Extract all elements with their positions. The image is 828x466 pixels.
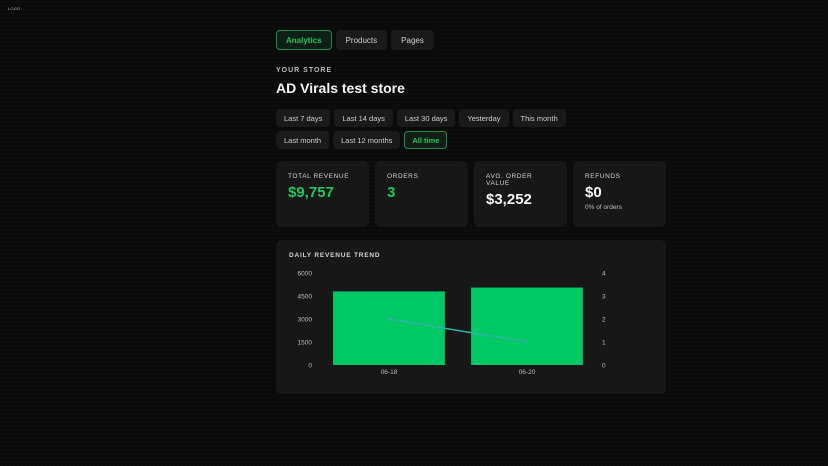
- stat-value: $9,757: [288, 184, 334, 201]
- stat-label: TOTAL REVENUE: [288, 173, 350, 180]
- orders-point: [387, 317, 391, 321]
- y-axis-left-tick: 3000: [298, 317, 313, 324]
- chart-title: DAILY REVENUE TREND: [289, 252, 381, 259]
- stat-value: $3,252: [486, 191, 532, 208]
- y-axis-right-tick: 2: [602, 317, 606, 324]
- range-last-30-days[interactable]: Last 30 days: [396, 109, 456, 127]
- stat-subtext: 0% of orders: [585, 204, 622, 211]
- orders-line: [388, 318, 528, 343]
- y-axis-right-tick: 1: [602, 340, 606, 347]
- y-axis-left-tick: 1500: [298, 340, 313, 347]
- range-last-7-days[interactable]: Last 7 days: [276, 109, 331, 127]
- y-axis-right-tick: 0: [602, 363, 606, 370]
- y-axis-right-tick: 4: [602, 271, 606, 278]
- page-title: AD Virals test store: [276, 80, 405, 96]
- stats-row: TOTAL REVENUE $9,757 ORDERS 3 AVG. ORDER…: [276, 161, 666, 227]
- stat-card-orders: ORDERS 3: [375, 161, 468, 227]
- tab-products[interactable]: Products: [335, 30, 388, 50]
- stat-label: AVG. ORDER VALUE: [486, 173, 533, 187]
- x-axis-tick: 06-20: [519, 369, 536, 376]
- y-axis-left-tick: 6000: [298, 271, 313, 278]
- stat-label: ORDERS: [387, 173, 419, 180]
- revenue-chart-card: DAILY REVENUE TREND 6000 4500 3000 1500 0 4 3 2…: [276, 240, 666, 394]
- orders-point: [525, 340, 529, 344]
- revenue-bar: [333, 291, 445, 365]
- tab-pages[interactable]: Pages: [391, 30, 434, 50]
- range-this-month[interactable]: This month: [512, 109, 566, 127]
- range-yesterday[interactable]: Yesterday: [459, 109, 509, 127]
- revenue-chart: 6000 4500 3000 1500 0 4 3 2 1 0 06-18 06-20: [298, 271, 606, 377]
- y-axis-left-tick: 0: [308, 363, 312, 370]
- main-content: Analytics Products Pages YOUR STORE AD V…: [276, 30, 666, 394]
- range-last-month[interactable]: Last month: [276, 131, 330, 149]
- stat-value: $0: [585, 184, 602, 201]
- stat-value: 3: [387, 184, 396, 201]
- y-axis-left-tick: 4500: [298, 294, 313, 301]
- store-eyebrow: YOUR STORE: [276, 67, 333, 74]
- x-axis-tick: 06-18: [381, 369, 398, 376]
- stat-card-revenue: TOTAL REVENUE $9,757: [276, 161, 369, 227]
- revenue-bar: [471, 287, 583, 365]
- stat-label: REFUNDS: [585, 173, 621, 180]
- range-all-time[interactable]: All time: [404, 131, 448, 149]
- date-range-selector: Last 7 days Last 14 days Last 30 days Ye…: [276, 109, 616, 149]
- range-last-12-months[interactable]: Last 12 months: [333, 131, 401, 149]
- y-axis-right-tick: 3: [602, 294, 606, 301]
- stat-card-aov: AVG. ORDER VALUE $3,252: [474, 161, 567, 227]
- corner-logo: LOGO: [8, 6, 21, 11]
- range-last-14-days[interactable]: Last 14 days: [334, 109, 393, 127]
- stat-card-refunds: REFUNDS $0 0% of orders: [573, 161, 666, 227]
- tab-bar: Analytics Products Pages: [276, 30, 666, 50]
- tab-analytics[interactable]: Analytics: [276, 30, 332, 50]
